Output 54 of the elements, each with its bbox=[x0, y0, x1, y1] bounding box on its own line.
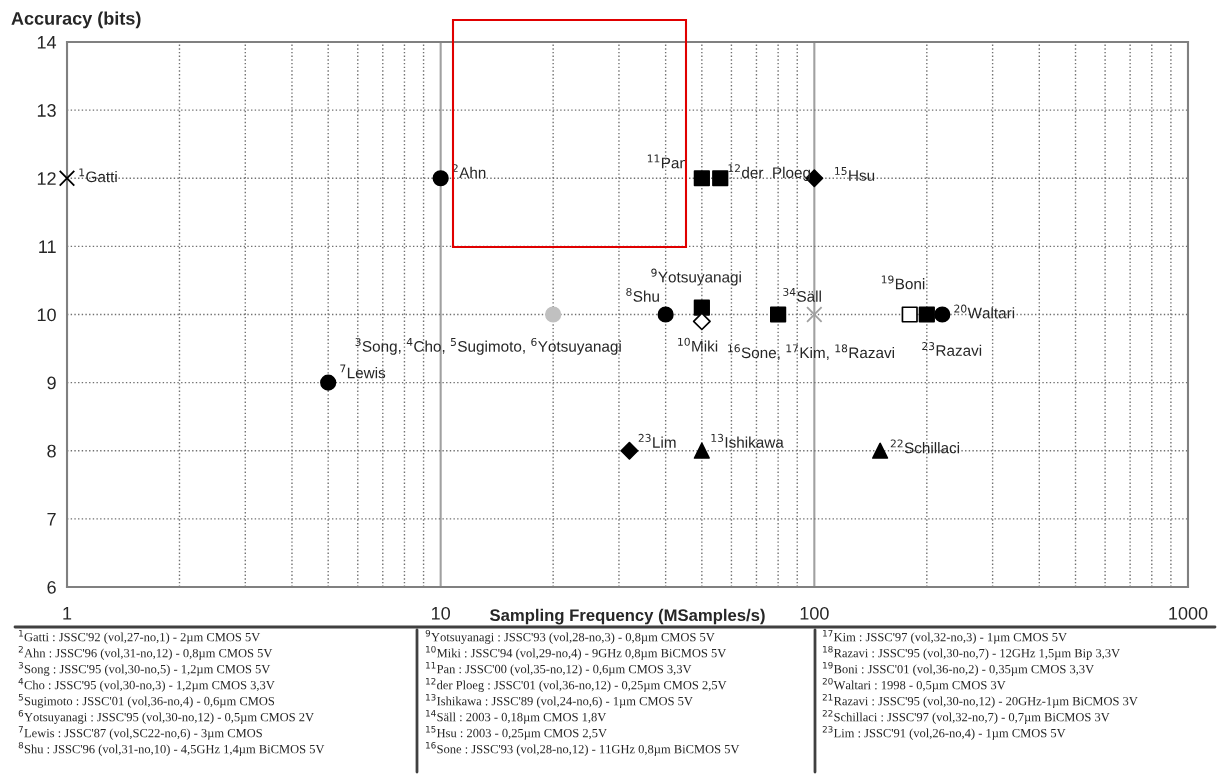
annotation: $^{34}$Säll bbox=[783, 287, 821, 302]
text: $^{4}$Cho : JSSC'95 (vol,30-no,3) - 1,2µm CMOS 3,3V bbox=[18, 678, 275, 692]
text: $^{1}$Gatti : JSSC'92 (vol,27-no,1) - 2µm CMOS 5V bbox=[19, 630, 261, 644]
x-tick-label: 1 bbox=[63, 607, 72, 620]
text: $^{13}$Ishikawa : JSSC'89 (vol,24-no,6) - 1µm CMOS 5V bbox=[426, 693, 693, 708]
annotation: $^{15}$Hsu bbox=[835, 167, 875, 181]
text: $^{8}$Shu : JSSC'96 (vol,31-no,10) - 4,5GHz 1,4µm BiCMOS 5V bbox=[18, 741, 325, 756]
text: $^{12}$der Ploeg : JSSC'01 (vol,36-no,12) - 0,25µm CMOS 2,5V bbox=[426, 677, 727, 692]
text: $^{5}$Sugimoto : JSSC'01 (vol,36-no,4) - 0,6µm CMOS bbox=[18, 694, 275, 708]
x-tick-label: 1000 bbox=[1169, 606, 1208, 620]
text: $^{3}$Song : JSSC'95 (vol,30-no,5) - 1,2µm CMOS 5V bbox=[18, 661, 271, 676]
y-tick-label: 14 bbox=[37, 36, 57, 49]
text: $^{16}$Sone : JSSC'93 (vol,28-no,12) - 11GHz 0,8µm BiCMOS 5V bbox=[426, 741, 740, 756]
y-tick-label: 11 bbox=[39, 240, 56, 253]
x-tick-label: 100 bbox=[800, 606, 829, 620]
y-tick-label: 7 bbox=[47, 513, 56, 526]
text: $^{11}$Pan : JSSC'00 (vol,35-no,12) - 0,6µm CMOS 3,3V bbox=[426, 662, 692, 676]
y-tick-label: 12 bbox=[37, 172, 56, 185]
y-tick-label: 8 bbox=[47, 444, 56, 458]
annotation: $^{12}$der Ploeg bbox=[728, 164, 811, 182]
y-axis-title: Accuracy (bits) bbox=[11, 11, 141, 29]
text: $^{22}$Schillaci : JSSC'97 (vol,32-no,7) - 0,7µm BiCMOS 3V bbox=[822, 709, 1110, 724]
annotation: $^{1}$Gatti bbox=[79, 168, 117, 183]
text: $^{10}$Miki : JSSC'94 (vol,29-no,4) - 9GHz 0,8µm BiCMOS 5V bbox=[426, 645, 727, 660]
annotation: $^{16}$Sone, $^{17}$Kim, $^{18}$Razavi bbox=[728, 344, 894, 360]
annotation: $^{13}$Ishikawa bbox=[711, 433, 784, 448]
text: $^{21}$Razavi : JSSC'95 (vol,30-no,12) - 20GHz-1µm BiCMOS 3V bbox=[822, 693, 1138, 708]
annotation: $^{22}$Schillaci bbox=[890, 439, 960, 454]
y-tick-label: 10 bbox=[37, 308, 56, 322]
annotation: $^{9}$Yotsuyanagi bbox=[651, 268, 741, 286]
annotation: $^{8}$Shu bbox=[626, 287, 659, 302]
text: $^{18}$Razavi : JSSC'95 (vol,30-no,7) - 12GHz 1,5µm Bip 3,3V bbox=[823, 645, 1120, 660]
text: $^{23}$Lim : JSSC'91 (vol,26-no,4) - 1µm CMOS 5V bbox=[822, 725, 1066, 740]
text: $^{7}$Lewis : JSSC'87 (vol,SC22-no,6) - 3µm CMOS bbox=[18, 726, 262, 740]
text: $^{6}$Yotsuyanagi : JSSC'95 (vol,30-no,12) - 0,5µm CMOS 2V bbox=[18, 709, 314, 724]
text: $^{14}$Säll : 2003 - 0,18µm CMOS 1,8V bbox=[426, 710, 607, 724]
y-tick-label: 6 bbox=[47, 580, 56, 594]
text: $^{9}$Yotsuyanagi : JSSC'93 (vol,28-no,3) - 0,8µm CMOS 5V bbox=[425, 629, 715, 644]
annotation: $^{23}$Lim bbox=[638, 433, 676, 448]
y-tick-label: 13 bbox=[37, 104, 56, 117]
annotation: $^{23}$Razavi bbox=[922, 342, 982, 356]
annotation: $^{3}$Song, $^{4}$Cho, $^{5}$Sugimoto, $^{6}$Yotsuyanagi bbox=[355, 337, 621, 355]
text: $^{2}$Ahn : JSSC'96 (vol,31-no,12) - 0,8µm CMOS 5V bbox=[18, 645, 273, 660]
text: $^{20}$Waltari : 1998 - 0,5µm CMOS 3V bbox=[822, 677, 1006, 692]
annotation: $^{20}$Waltari bbox=[954, 304, 1015, 319]
annotation: $^{10}$Miki bbox=[678, 337, 718, 352]
text: $^{19}$Boni : JSSC'01 (vol,36-no,2) - 0,35µm CMOS 3,3V bbox=[823, 661, 1094, 676]
annotation: $^{19}$Boni bbox=[881, 275, 925, 290]
x-axis-title: Sampling Frequency (MSamples/s) bbox=[489, 608, 765, 625]
x-tick-label: 10 bbox=[432, 606, 450, 620]
annotation: $^{7}$Lewis bbox=[340, 364, 386, 379]
y-tick-label: 9 bbox=[47, 376, 56, 390]
text: $^{15}$Hsu : 2003 - 0,25µm CMOS 2,5V bbox=[426, 726, 607, 740]
text: $^{17}$Kim : JSSC'97 (vol,32-no,3) - 1µm CMOS 5V bbox=[823, 630, 1067, 644]
